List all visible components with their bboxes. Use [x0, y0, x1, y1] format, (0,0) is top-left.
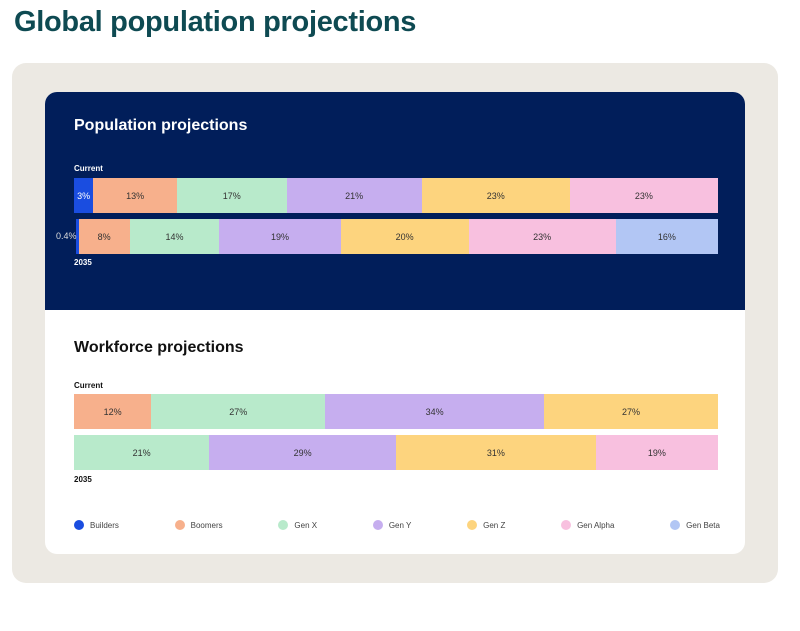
data-label: 0.4% [56, 231, 77, 241]
workforce-2035-label: 2035 [74, 475, 92, 484]
workforce-2035-bar: 21% 29% 31% 19% [74, 435, 718, 470]
data-label: 16% [657, 231, 676, 242]
bar-segment-gen-beta: 16% [615, 219, 719, 254]
bar-segment-builders: 3% [74, 178, 94, 213]
bar-segment-gen-y: 34% [325, 394, 545, 429]
bar-segment-gen-x: 14% [129, 219, 220, 254]
data-label: 23% [634, 190, 653, 201]
bar-segment-gen-y: 29% [209, 435, 396, 470]
data-label: 34% [425, 406, 444, 417]
bar-segment-gen-x: 27% [151, 394, 326, 429]
legend-item-gen-x: Gen X [278, 520, 317, 530]
legend-label: Gen Z [483, 520, 506, 530]
population-2035-label: 2035 [74, 258, 92, 267]
workforce-title: Workforce projections [74, 339, 244, 356]
bar-segment-gen-z: 20% [340, 219, 469, 254]
data-label: 23% [533, 231, 552, 242]
data-label: 19% [647, 447, 666, 458]
bar-segment-gen-alpha: 23% [468, 219, 616, 254]
legend-item-boomers: Boomers [174, 520, 223, 530]
legend-dot-icon [561, 520, 572, 530]
workforce-current-bar: 12% 27% 34% 27% [74, 394, 718, 429]
data-label: 21% [345, 190, 364, 201]
page-title: Global population projections [14, 6, 417, 38]
legend-item-gen-beta: Gen Beta [670, 520, 720, 530]
legend-dot-icon [372, 520, 383, 530]
data-label: 20% [395, 231, 414, 242]
data-label: 3% [77, 190, 91, 201]
chart-card: Population projections Current 3% 13% 17% 2… [45, 92, 745, 554]
data-label: 21% [132, 447, 151, 458]
data-label: 27% [622, 406, 641, 417]
population-title: Population projections [74, 117, 248, 134]
legend-label: Gen X [294, 520, 318, 530]
bar-segment-boomers: 13% [93, 178, 178, 213]
legend-dot-icon [174, 520, 185, 530]
bar-segment-gen-z: 27% [544, 394, 718, 429]
bar-segment-builders [76, 219, 79, 254]
workforce-current-label: Current [74, 381, 103, 390]
legend-label: Gen Alpha [577, 520, 615, 530]
population-current-bar: 3% 13% 17% 21% 23% 23% [74, 178, 718, 213]
data-label: 17% [222, 190, 241, 201]
legend-item-gen-y: Gen Y [372, 520, 412, 530]
legend-label: Gen Beta [686, 520, 720, 530]
bar-segment-gen-x: 21% [74, 435, 210, 470]
population-current-label: Current [74, 164, 103, 173]
legend-dot-icon [670, 520, 681, 530]
legend-dot-icon [467, 520, 478, 530]
bar-segment-gen-z: 23% [421, 178, 570, 213]
legend-item-builders: Builders [74, 520, 119, 530]
legend-item-gen-alpha: Gen Alpha [561, 520, 614, 530]
data-label: 19% [270, 231, 289, 242]
data-label: 31% [486, 447, 505, 458]
data-label: 13% [126, 190, 145, 201]
bar-segment-gen-z: 31% [396, 435, 596, 470]
legend-dot-icon [74, 520, 84, 530]
data-label: 29% [293, 447, 312, 458]
bar-segment-boomers: 12% [74, 394, 152, 429]
bar-segment-gen-alpha: 23% [569, 178, 718, 213]
legend-label: Gen Y [388, 520, 412, 530]
population-2035-bar: 0.4% 8% 14% 19% 20% 23% 16% [56, 219, 719, 254]
legend-dot-icon [278, 520, 289, 530]
legend-label: Builders [90, 520, 119, 530]
data-label: 23% [486, 190, 505, 201]
bar-segment-gen-y: 19% [219, 219, 341, 254]
data-label: 8% [97, 231, 111, 242]
legend-item-gen-z: Gen Z [467, 520, 505, 530]
bar-segment-gen-x: 17% [177, 178, 287, 213]
data-label: 12% [103, 406, 122, 417]
bar-segment-gen-alpha: 19% [595, 435, 718, 470]
legend-label: Boomers [190, 520, 223, 530]
bar-segment-gen-y: 21% [286, 178, 422, 213]
bar-segment-boomers: 8% [78, 219, 130, 254]
legend: Builders Boomers Gen X Gen Y Gen Z Gen Alpha G… [74, 520, 720, 530]
data-label: 27% [229, 406, 248, 417]
data-label: 14% [165, 231, 184, 242]
